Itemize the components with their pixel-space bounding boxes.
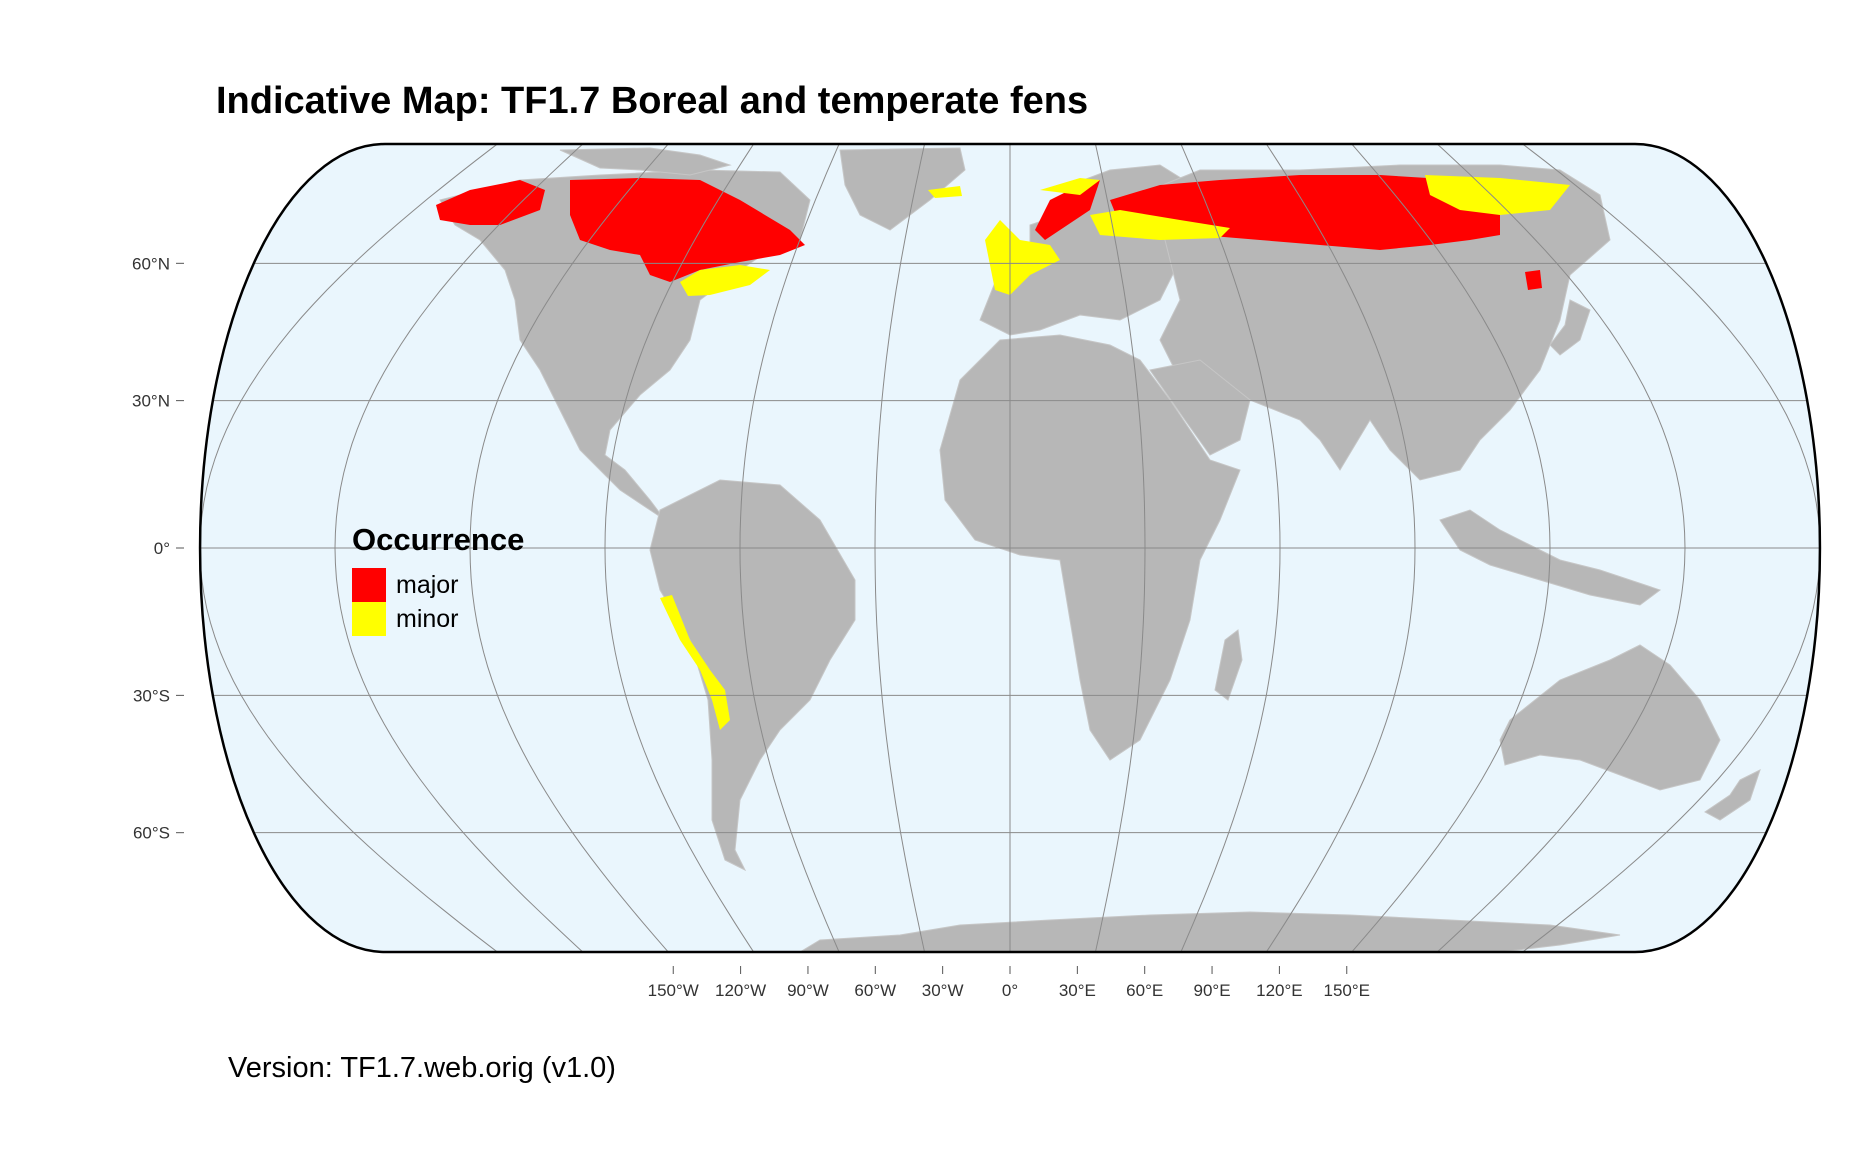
map-title: Indicative Map: TF1.7 Boreal and tempera… bbox=[216, 80, 1089, 122]
graticule-meridian bbox=[1260, 144, 1416, 952]
version-label: Version: TF1.7.web.orig (v1.0) bbox=[228, 1052, 616, 1084]
graticule-meridian bbox=[874, 144, 927, 952]
occurrence-minor bbox=[660, 175, 1570, 730]
graticule-meridian bbox=[334, 144, 592, 952]
legend-swatch-major bbox=[352, 568, 386, 602]
minor-kola bbox=[1040, 178, 1100, 195]
legend-item-minor: minor bbox=[352, 602, 524, 636]
minor-baltic bbox=[1090, 210, 1230, 240]
lat-tick-label: 0° bbox=[154, 539, 170, 558]
land-madagascar bbox=[1214, 629, 1243, 701]
graticule-meridian bbox=[604, 144, 760, 952]
occurrence-major bbox=[436, 175, 1542, 290]
legend-item-major: major bbox=[352, 568, 524, 602]
land-australia bbox=[1499, 644, 1721, 791]
land-arctic-islands bbox=[559, 147, 732, 176]
land-arabia bbox=[1149, 359, 1251, 456]
major-alaska bbox=[436, 180, 545, 225]
lon-tick-label: 60°W bbox=[854, 981, 896, 1000]
graticule-meridian bbox=[200, 144, 509, 952]
lon-tick-label: 150°W bbox=[648, 981, 699, 1000]
land-japan bbox=[1549, 299, 1591, 356]
globe-outline bbox=[198, 142, 1822, 954]
land-antarctica bbox=[798, 911, 1621, 952]
lon-tick-label: 90°E bbox=[1194, 981, 1231, 1000]
minor-andes bbox=[660, 595, 730, 730]
graticule bbox=[200, 144, 1820, 952]
graticule-meridian bbox=[1093, 144, 1146, 952]
graticule-meridian bbox=[1344, 144, 1551, 952]
land-new-zealand bbox=[1704, 769, 1761, 821]
lat-axis: 60°N 30°N 0° 30°S 60°S bbox=[132, 254, 184, 843]
minor-great-lakes bbox=[680, 265, 770, 296]
lat-tick-label: 60°N bbox=[132, 254, 170, 273]
lon-axis: 150°W 120°W 90°W 60°W 30°W 0° 30°E 60°E 90°E 120°… bbox=[648, 966, 1370, 1000]
major-canada bbox=[570, 178, 805, 282]
lat-tick-label: 30°N bbox=[132, 392, 170, 411]
lon-tick-label: 90°W bbox=[787, 981, 829, 1000]
graticule-meridian bbox=[1176, 144, 1281, 952]
lon-tick-label: 0° bbox=[1002, 981, 1018, 1000]
lon-tick-label: 60°E bbox=[1126, 981, 1163, 1000]
legend-title: Occurrence bbox=[352, 522, 525, 557]
major-scandinavia bbox=[1035, 180, 1100, 240]
minor-western-europe bbox=[985, 220, 1060, 295]
graticule-meridian bbox=[469, 144, 676, 952]
minor-east-siberia bbox=[1425, 175, 1570, 215]
legend-label-major: major bbox=[396, 570, 459, 599]
lon-tick-label: 120°E bbox=[1256, 981, 1303, 1000]
legend-swatch-minor bbox=[352, 602, 386, 636]
graticule-meridian bbox=[1428, 144, 1686, 952]
legend: Occurrence major minor bbox=[352, 522, 524, 636]
graticule-meridian bbox=[739, 144, 844, 952]
lon-tick-label: 120°W bbox=[715, 981, 766, 1000]
major-amur bbox=[1525, 270, 1542, 290]
lon-tick-label: 30°E bbox=[1059, 981, 1096, 1000]
lat-tick-label: 30°S bbox=[133, 686, 170, 705]
lon-tick-label: 150°E bbox=[1323, 981, 1370, 1000]
legend-label-minor: minor bbox=[396, 604, 459, 633]
lon-tick-label: 30°W bbox=[922, 981, 964, 1000]
lat-tick-label: 60°S bbox=[133, 824, 170, 843]
graticule-meridian bbox=[1511, 144, 1820, 952]
minor-iceland bbox=[928, 186, 962, 198]
